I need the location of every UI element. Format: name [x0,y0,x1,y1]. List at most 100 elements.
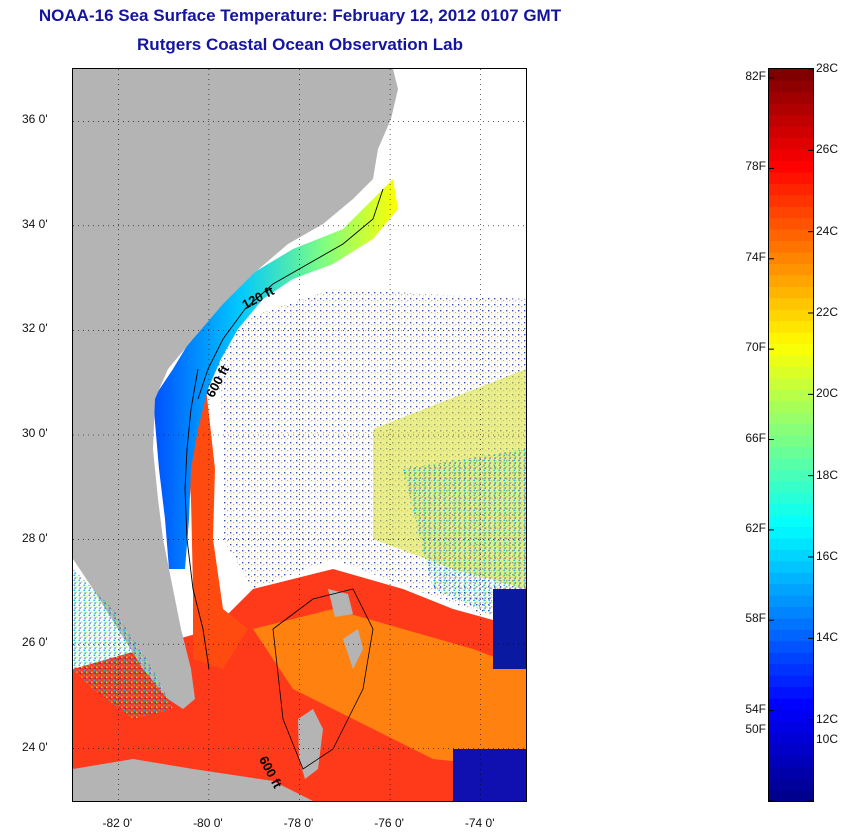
colorbar-band [769,720,813,733]
colorbar-band [769,572,813,585]
colorbar-c-label: 24C [816,223,839,238]
lon-tick-label: -76 0' [374,816,404,830]
colorbar-f-label: 78F [745,159,766,174]
land-bahamas-eleuthera [343,629,363,669]
colorbar-band [769,766,813,779]
colorbar-band [769,91,813,104]
gulf-stream-core [185,369,248,669]
lat-tick-label: 36 0' [22,112,48,127]
colorbar-band [769,137,813,150]
colorbar-band [769,194,813,207]
colorbar-band [769,114,813,127]
colorbar-band [769,732,813,745]
colorbar-band [769,263,813,276]
land-bahamas-abaco [328,589,353,617]
colorbar-canvas [769,69,813,801]
colorbar-c-label: 14C [816,630,839,645]
colorbar-band [769,515,813,527]
colorbar-f-label: 50F [745,722,766,736]
colorbar-band [769,480,813,493]
colorbar-band [769,171,813,184]
colorbar-band [769,606,813,619]
colorbar-band [769,675,813,688]
colorbar-band [769,400,813,413]
colorbar-band [769,103,813,116]
colorbar-f-label: 54F [745,701,766,716]
temperature-colorbar [768,68,814,802]
cold-patch-east [493,589,526,669]
colorbar-band [769,618,813,630]
colorbar-band [769,160,813,173]
colorbar-c-label: 16C [816,549,839,563]
colorbar-band [769,229,813,242]
cold-patch-southeast [453,749,526,801]
colorbar-band [769,663,813,676]
colorbar-band [769,778,813,791]
colorbar-band [769,457,813,470]
colorbar-band [769,686,813,699]
colorbar-f-label: 58F [745,611,766,626]
colorbar-band [769,595,813,608]
colorbar-band [769,217,813,230]
colorbar-band [769,389,813,402]
cool-bands-east [403,449,526,629]
colorbar-f-label: 62F [745,520,766,535]
colorbar-f-label: 70F [745,340,766,355]
colorbar-band [769,755,813,768]
contour-bahamas [272,588,374,770]
colorbar-c-label: 12C [816,711,839,726]
colorbar-c-label: 10C [816,732,839,746]
colorbar-band [769,640,813,653]
colorbar-band [769,583,813,596]
colorbar-band [769,366,813,379]
colorbar-band [769,377,813,390]
colorbar-f-label: 74F [745,249,766,264]
colorbar-band [769,503,813,516]
sst-map[interactable]: 120 ft 600 ft 600 ft [72,68,527,802]
colorbar-band [769,332,813,344]
lon-tick-label: -82 0' [102,816,133,830]
colorbar-band [769,149,813,161]
colorbar-band [769,412,813,425]
land-cuba [73,759,313,801]
colorbar-band [769,435,813,447]
colorbar-f-label: 66F [745,430,766,445]
colorbar-band [769,652,813,665]
lat-tick-label: 26 0' [22,635,48,650]
lat-tick-label: 30 0' [22,426,48,440]
colorbar-band [769,560,813,573]
map-subtitle: Rutgers Coastal Ocean Observation Lab [137,35,463,54]
colorbar-band [769,309,813,322]
colorbar-band [769,549,813,562]
colorbar-band [769,320,813,333]
colorbar-c-label: 22C [816,305,839,319]
colorbar-f-label: 82F [745,69,766,84]
lon-tick-label: -78 0' [283,816,314,830]
colorbar-band [769,423,813,436]
colorbar-band [769,743,813,756]
lon-tick-label: -80 0' [193,816,223,830]
colorbar-c-label: 18C [816,467,839,482]
colorbar-band [769,252,813,264]
contour-600ft [184,368,210,670]
colorbar-c-label: 20C [816,386,839,401]
lat-tick-label: 32 0' [22,321,48,336]
colorbar-band [769,537,813,550]
lat-tick-label: 24 0' [22,739,48,754]
colorbar-band [769,206,813,219]
colorbar-c-label: 26C [816,142,839,157]
colorbar-band [769,789,813,801]
colorbar-band [769,698,813,710]
colorbar-band [769,183,813,196]
colorbar-band [769,126,813,139]
graticule [73,69,526,801]
colorbar-band [769,240,813,253]
colorbar-band [769,286,813,299]
colorbar-band [769,526,813,539]
colorbar-band [769,297,813,310]
colorbar-band [769,709,813,722]
lat-tick-label: 34 0' [22,216,48,231]
colorbar-band [769,343,813,356]
colorbar-band [769,274,813,287]
